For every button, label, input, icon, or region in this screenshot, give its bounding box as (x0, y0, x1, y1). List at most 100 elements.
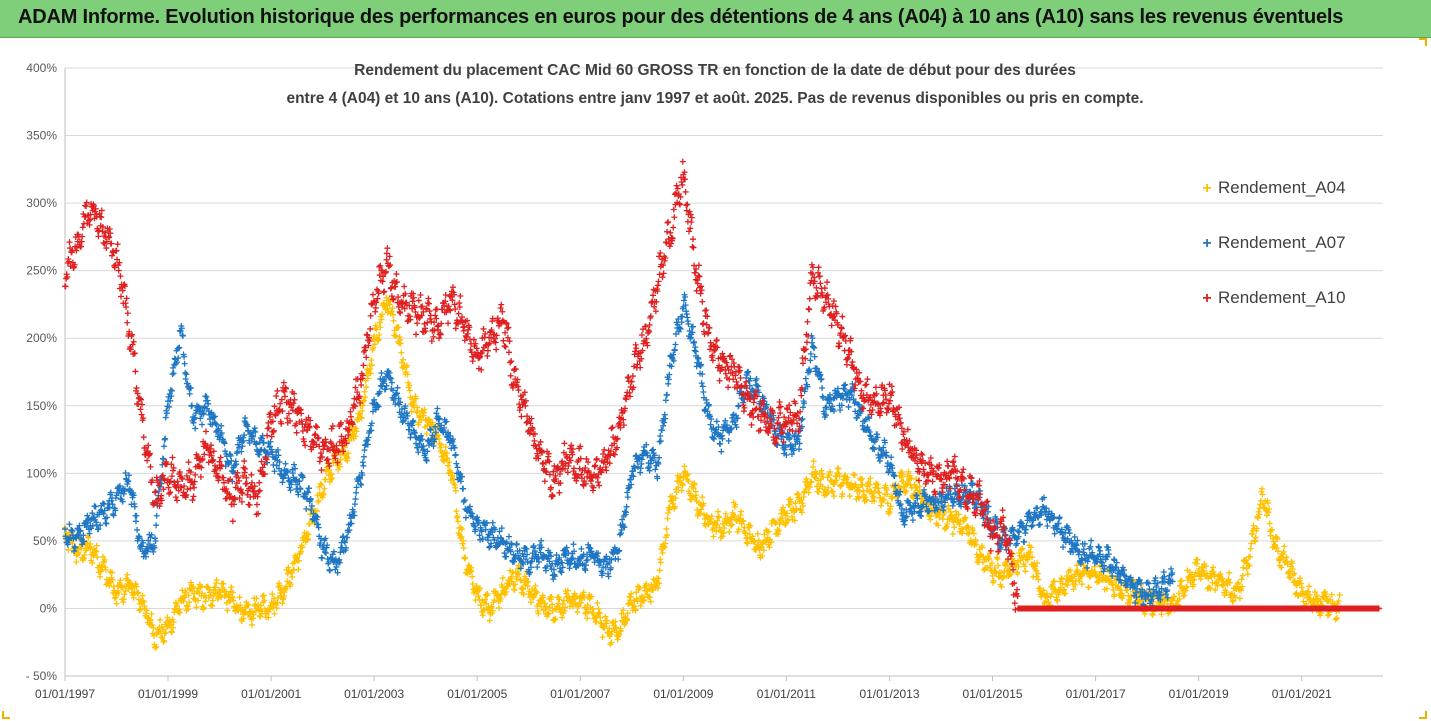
data-point (517, 577, 524, 584)
data-point (503, 588, 510, 595)
data-point (397, 310, 404, 317)
data-point (151, 544, 158, 551)
data-point (902, 514, 909, 521)
data-point (1226, 569, 1233, 576)
data-point (183, 472, 190, 479)
data-point (811, 344, 818, 351)
data-point (753, 375, 760, 382)
data-point (851, 400, 858, 407)
data-point (660, 422, 667, 429)
data-point (108, 240, 115, 247)
data-point (1105, 551, 1112, 558)
data-point (745, 368, 752, 375)
data-point (1137, 580, 1144, 587)
data-point (671, 346, 678, 353)
data-point (256, 607, 263, 614)
data-point (507, 548, 514, 555)
data-point (1274, 535, 1281, 542)
data-point (786, 501, 793, 508)
data-point (407, 431, 414, 438)
data-point (645, 593, 652, 600)
data-point (994, 555, 1001, 562)
data-point (1043, 505, 1050, 512)
data-point (134, 526, 141, 533)
data-point (1317, 598, 1324, 605)
data-point (191, 414, 198, 421)
data-point (330, 548, 337, 555)
data-point (732, 501, 739, 508)
data-point (252, 428, 259, 435)
data-point (114, 256, 121, 263)
x-tick-label: 01/01/2011 (757, 687, 816, 701)
data-point (1034, 504, 1041, 511)
data-point (561, 604, 568, 611)
data-point (79, 233, 86, 240)
data-point (185, 459, 192, 466)
data-point (358, 481, 365, 488)
data-point (1178, 577, 1185, 584)
data-point (1266, 520, 1273, 527)
x-tick-label: 01/01/2007 (550, 687, 610, 701)
data-point (265, 614, 272, 621)
data-point (534, 564, 541, 571)
data-point (182, 369, 189, 376)
data-point (679, 482, 686, 489)
data-point (185, 606, 192, 613)
data-point (714, 517, 721, 524)
data-point (710, 524, 717, 531)
data-point (1026, 509, 1033, 516)
data-point (1054, 597, 1061, 604)
data-point (149, 477, 156, 484)
data-point (394, 384, 401, 391)
data-point (1080, 546, 1087, 553)
data-point (1132, 599, 1139, 606)
data-point (321, 549, 328, 556)
data-point (123, 295, 130, 302)
data-point (1088, 537, 1095, 544)
data-point (516, 547, 523, 554)
data-point (329, 475, 336, 482)
data-point (1060, 544, 1067, 551)
data-point (1065, 526, 1072, 533)
data-point (360, 397, 367, 404)
data-point (848, 392, 855, 399)
data-point (1236, 595, 1243, 602)
data-point (462, 514, 469, 521)
data-point (520, 561, 527, 568)
data-point (634, 463, 641, 470)
data-point (360, 462, 367, 469)
data-point (205, 459, 212, 466)
data-point (1248, 540, 1255, 547)
data-point (520, 591, 527, 598)
data-point (993, 519, 1000, 526)
data-point (588, 593, 595, 600)
data-point (299, 544, 306, 551)
data-point (397, 399, 404, 406)
data-point (502, 591, 509, 598)
data-point (441, 424, 448, 431)
data-point (916, 483, 923, 490)
data-point (443, 418, 450, 425)
data-point (445, 429, 452, 436)
data-point (89, 559, 96, 566)
data-point (352, 496, 359, 503)
data-point (1191, 573, 1198, 580)
data-point (503, 553, 510, 560)
data-point (381, 288, 388, 295)
data-point (1103, 585, 1110, 592)
data-point (230, 597, 237, 604)
data-point (677, 325, 684, 332)
data-point (682, 302, 689, 309)
data-point (830, 493, 837, 500)
data-point (1033, 573, 1040, 580)
data-point (866, 481, 873, 488)
data-point (400, 356, 407, 363)
data-point (172, 494, 179, 501)
data-point (115, 267, 122, 274)
data-point (740, 517, 747, 524)
data-point (295, 491, 302, 498)
data-point (198, 464, 205, 471)
data-point (1256, 511, 1263, 518)
data-point (779, 514, 786, 521)
data-point (125, 472, 132, 479)
